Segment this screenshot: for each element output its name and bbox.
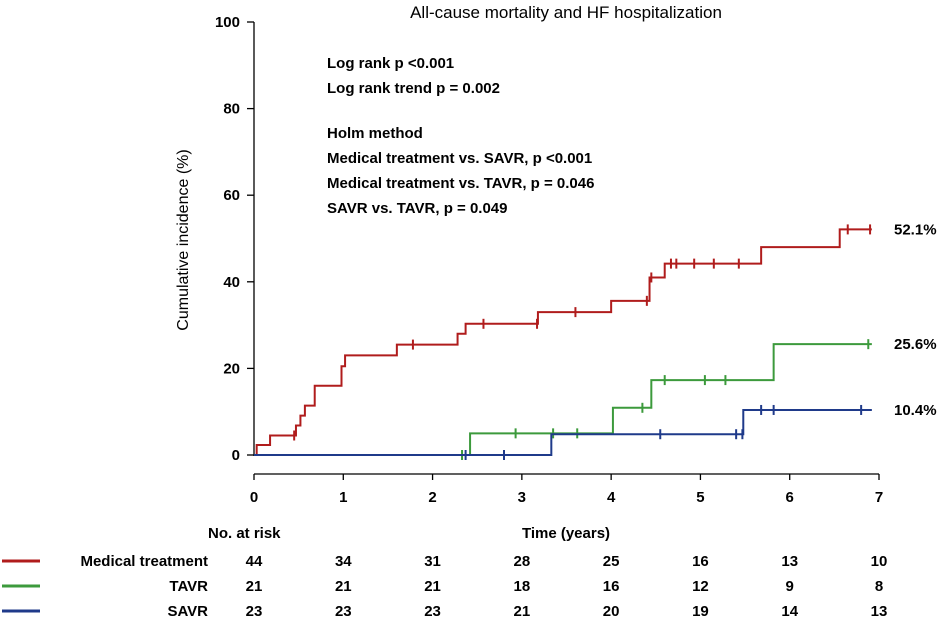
x-tick-label: 4 (607, 489, 616, 506)
risk-value-savr: 23 (246, 603, 263, 620)
y-tick-label: 0 (232, 447, 240, 464)
risk-value-medical-treatment: 16 (692, 553, 709, 570)
annotation-logrank-trend: Log rank trend p = 0.002 (327, 80, 500, 97)
annotation-med-vs-savr: Medical treatment vs. SAVR, p <0.001 (327, 150, 592, 167)
risk-value-tavr: 12 (692, 578, 709, 595)
chart-title: All-cause mortality and HF hospitalizati… (410, 3, 722, 22)
x-axis-label: Time (years) (522, 525, 610, 542)
end-label-tavr: 25.6% (894, 336, 937, 353)
x-tick-label: 7 (875, 489, 883, 506)
risk-value-savr: 20 (603, 603, 620, 620)
x-tick-label: 3 (518, 489, 526, 506)
end-labels: 52.1% 25.6% 10.4% (894, 221, 937, 419)
annotations: Log rank p <0.001 Log rank trend p = 0.0… (327, 55, 594, 217)
y-tick-label: 60 (223, 187, 240, 204)
risk-value-tavr: 21 (246, 578, 263, 595)
risk-table-header: No. at risk (208, 525, 281, 542)
risk-value-savr: 21 (514, 603, 531, 620)
end-label-savr: 10.4% (894, 402, 937, 419)
y-tick-label: 100 (215, 14, 240, 31)
risk-value-medical-treatment: 44 (246, 553, 263, 570)
annotation-logrank: Log rank p <0.001 (327, 55, 454, 72)
annotation-savr-vs-tavr: SAVR vs. TAVR, p = 0.049 (327, 200, 507, 217)
risk-value-tavr: 21 (335, 578, 352, 595)
risk-value-tavr: 21 (424, 578, 441, 595)
risk-value-medical-treatment: 10 (871, 553, 888, 570)
y-ticks: 0 20 40 60 80 100 (215, 14, 254, 464)
risk-value-medical-treatment: 13 (781, 553, 798, 570)
series-line-tavr (254, 343, 872, 456)
risk-value-tavr: 9 (786, 578, 794, 595)
x-tick-label: 1 (339, 489, 347, 506)
risk-value-medical-treatment: 34 (335, 553, 352, 570)
series-line-savr (254, 408, 872, 456)
axes (253, 22, 879, 475)
risk-row-label-savr: SAVR (167, 603, 208, 620)
x-tick-label: 2 (428, 489, 436, 506)
x-tick-label: 0 (250, 489, 258, 506)
risk-value-savr: 23 (424, 603, 441, 620)
y-axis-label: Cumulative incidence (%) (175, 149, 192, 330)
series-group (254, 224, 872, 460)
risk-value-savr: 19 (692, 603, 709, 620)
risk-value-tavr: 18 (514, 578, 531, 595)
risk-value-savr: 23 (335, 603, 352, 620)
x-tick-label: 6 (786, 489, 794, 506)
risk-value-medical-treatment: 31 (424, 553, 441, 570)
risk-value-savr: 13 (871, 603, 888, 620)
y-tick-label: 80 (223, 101, 240, 118)
risk-table: Medical treatment 44 34 31 28 25 16 13 10 TAVR 21 2… (2, 553, 887, 620)
y-tick-label: 40 (223, 274, 240, 291)
risk-value-tavr: 8 (875, 578, 883, 595)
y-tick-label: 20 (223, 360, 240, 377)
end-label-medical-treatment: 52.1% (894, 221, 937, 238)
risk-value-medical-treatment: 28 (514, 553, 531, 570)
risk-value-savr: 14 (781, 603, 798, 620)
series-line-medical-treatment (254, 228, 872, 456)
risk-row-label-tavr: TAVR (169, 578, 208, 595)
annotation-med-vs-tavr: Medical treatment vs. TAVR, p = 0.046 (327, 175, 594, 192)
risk-row-label-medical-treatment: Medical treatment (80, 553, 208, 570)
annotation-holm-header: Holm method (327, 125, 423, 142)
risk-value-medical-treatment: 25 (603, 553, 620, 570)
x-ticks: 0 1 2 3 4 5 6 7 (250, 474, 883, 506)
x-tick-label: 5 (696, 489, 704, 506)
risk-value-tavr: 16 (603, 578, 620, 595)
